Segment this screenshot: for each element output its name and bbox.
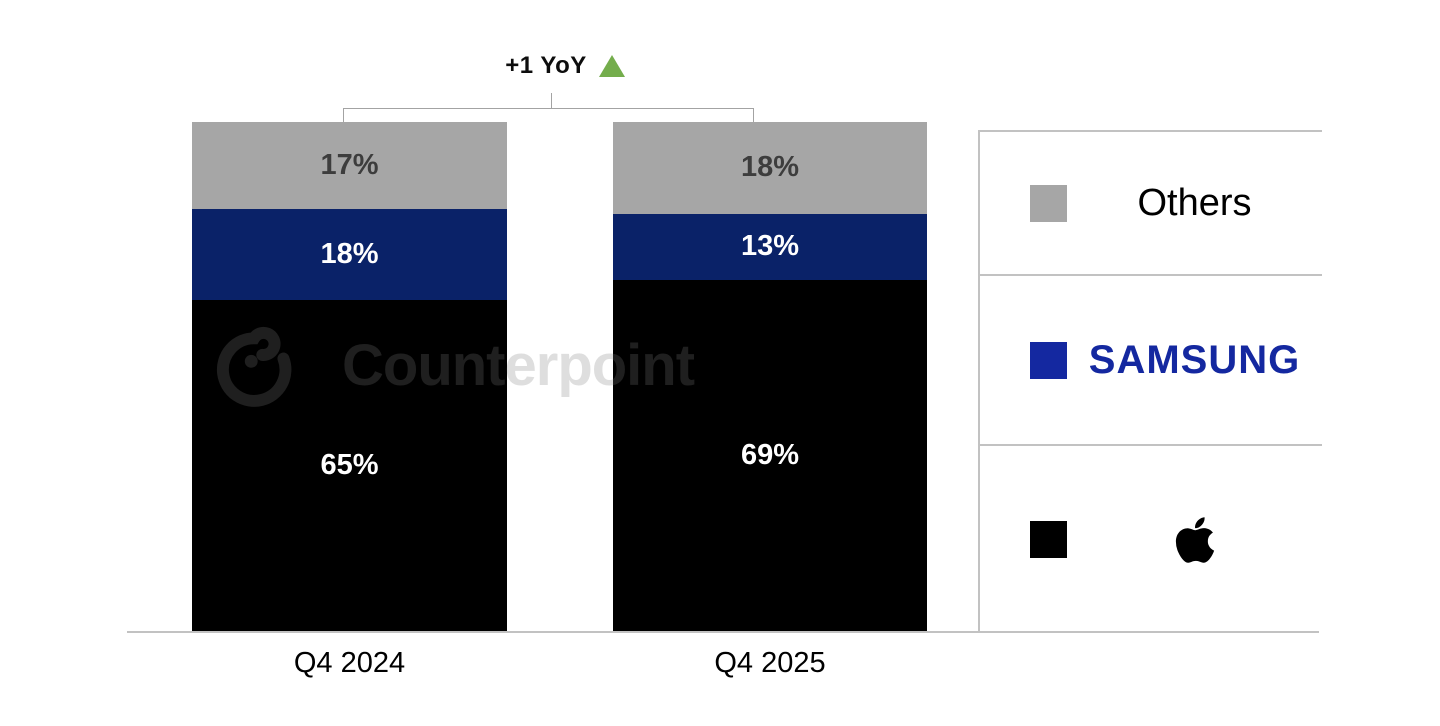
segment-samsung-q4-2024: 18% — [192, 208, 507, 301]
legend-swatch-apple — [1030, 521, 1067, 558]
x-axis-line — [127, 631, 1319, 633]
segment-apple-q4-2024: 65% — [192, 300, 507, 631]
segment-others-q4-2024: 17% — [192, 122, 507, 209]
segment-value-label: 18% — [740, 151, 800, 184]
x-label-q4-2024: Q4 2024 — [293, 647, 406, 679]
legend-row-samsung: SAMSUNG — [980, 276, 1322, 446]
bar-q4-2024: 17% 18% 65% — [192, 122, 507, 631]
yoy-annotation: +1 YoY — [440, 50, 690, 82]
segment-value-label: 17% — [320, 148, 379, 181]
segment-value-label: 13% — [740, 230, 800, 263]
legend-row-others: Others — [980, 132, 1322, 276]
segment-samsung-q4-2025: 13% — [613, 213, 927, 280]
legend-swatch-samsung — [1030, 341, 1067, 379]
bracket-horizontal-line — [343, 108, 754, 109]
segment-value-label: 69% — [740, 438, 800, 471]
segment-value-label: 18% — [320, 237, 379, 270]
segment-apple-q4-2025: 69% — [613, 279, 927, 631]
x-label-q4-2025: Q4 2025 — [714, 647, 826, 679]
legend-swatch-others — [1030, 184, 1067, 222]
segment-others-q4-2025: 18% — [613, 122, 927, 214]
samsung-wordmark: SAMSUNG — [1088, 337, 1301, 382]
yoy-label: +1 YoY — [505, 52, 587, 79]
segment-value-label: 65% — [320, 449, 379, 482]
bracket-right-tick — [753, 108, 754, 123]
bracket-left-tick — [343, 108, 344, 122]
bar-q4-2025: 18% 13% 69% — [613, 122, 927, 631]
legend-row-apple — [980, 446, 1322, 633]
legend-panel: Others SAMSUNG — [978, 130, 1322, 633]
apple-logo-icon — [1175, 516, 1214, 563]
bracket-stem-line — [551, 93, 552, 109]
legend-label-others: Others — [1137, 181, 1252, 224]
up-triangle-icon — [598, 55, 625, 77]
